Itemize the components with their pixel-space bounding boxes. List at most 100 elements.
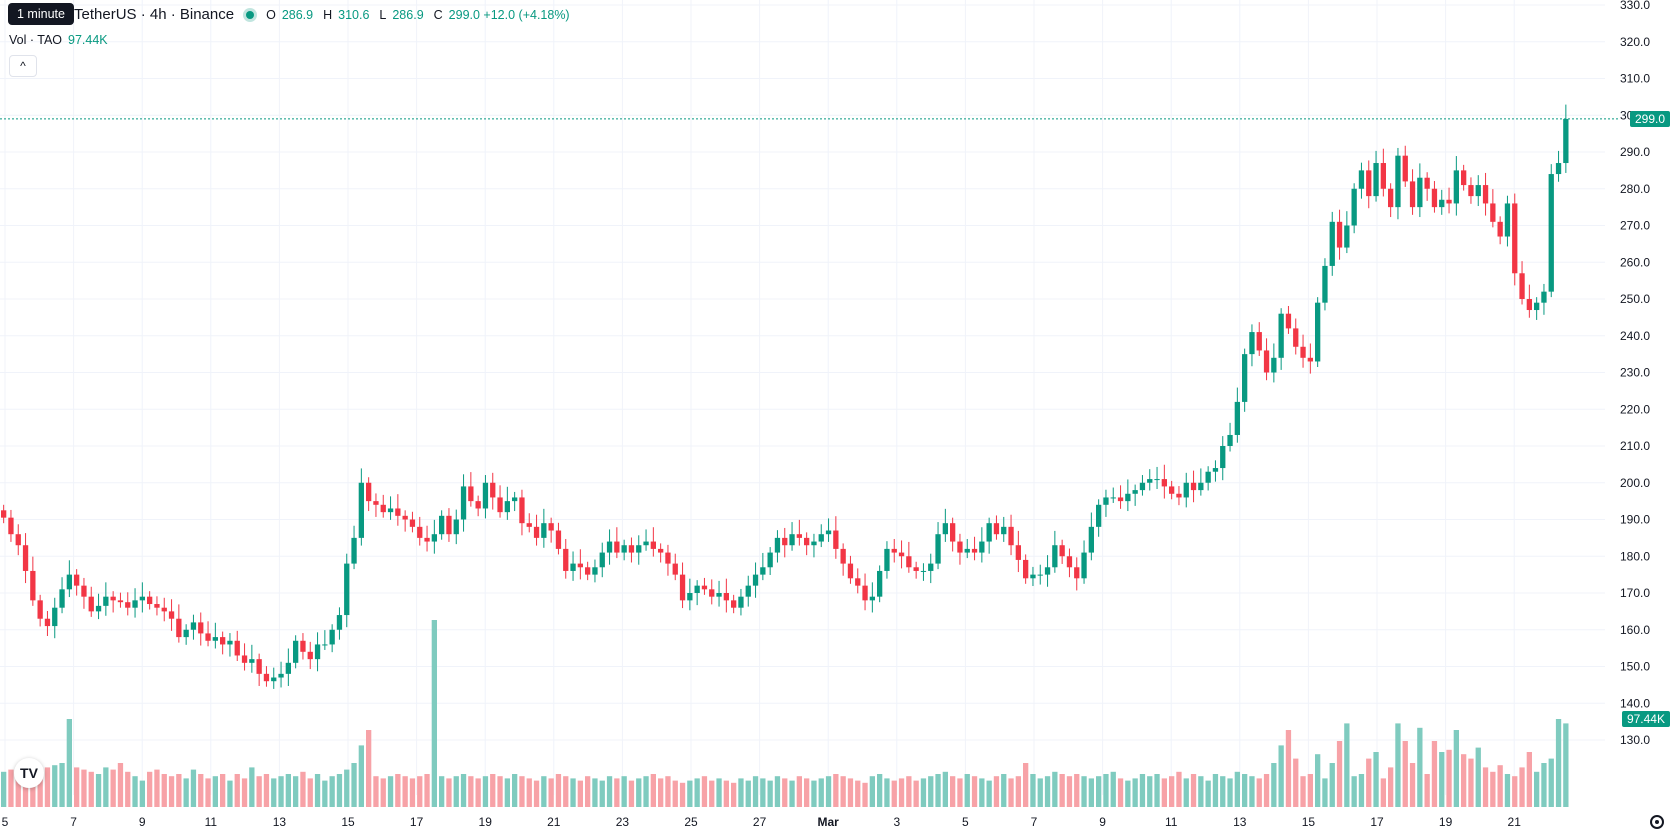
candle-body — [1380, 163, 1386, 189]
volume-legend[interactable]: Vol · TAO 97.44K — [9, 33, 108, 47]
candle-body — [234, 640, 240, 656]
volume-bar — [833, 774, 839, 807]
volume-bar — [1504, 774, 1511, 807]
volume-bar — [176, 774, 182, 807]
open-label: O — [266, 7, 276, 22]
volume-bar — [709, 780, 715, 807]
candle-body — [1563, 118, 1569, 164]
volume-bar — [738, 778, 744, 807]
volume-bar — [548, 778, 554, 807]
candle-body — [409, 519, 416, 527]
volume-bar — [1030, 774, 1036, 807]
y-tick-label: 330.0 — [1620, 0, 1650, 12]
candle-body — [453, 519, 459, 535]
volume-bar — [205, 778, 211, 807]
volume-bar — [1176, 771, 1182, 807]
candle-body — [154, 604, 160, 608]
settings-gear-icon[interactable] — [1650, 815, 1664, 829]
volume-bar — [1081, 776, 1087, 807]
candle-body — [336, 615, 343, 630]
volume-bar — [935, 774, 941, 807]
volume-bar — [1052, 771, 1058, 807]
candle-body — [979, 541, 985, 553]
volume-bar — [271, 778, 277, 807]
y-tick-label: 140.0 — [1620, 696, 1650, 710]
volume-bar — [212, 776, 218, 807]
volume-bar — [1285, 730, 1292, 807]
collapse-legend-button[interactable]: ^ — [9, 55, 37, 77]
y-tick-label: 260.0 — [1620, 255, 1650, 269]
volume-bar — [1315, 754, 1321, 807]
volume-bar — [293, 776, 299, 807]
x-tick-label: 17 — [410, 815, 424, 829]
volume-bar — [1088, 778, 1094, 807]
candle-body — [460, 486, 467, 520]
candle-body — [555, 530, 562, 549]
candle-body — [738, 596, 744, 608]
volume-bar — [811, 780, 817, 807]
y-tick-label: 180.0 — [1620, 549, 1650, 563]
candle-body — [387, 508, 394, 513]
symbol-name[interactable]: TetherUS · 4h · Binance — [74, 6, 235, 23]
candle-body — [110, 596, 116, 601]
volume-bar — [884, 778, 890, 807]
market-status-icon — [246, 10, 255, 19]
candle-body — [782, 537, 788, 546]
candle-body — [825, 530, 832, 535]
candle-body — [1190, 482, 1197, 491]
candle-body — [1351, 188, 1357, 226]
y-tick-label: 210.0 — [1620, 439, 1650, 453]
y-tick-label: 310.0 — [1620, 72, 1650, 86]
candle-body — [942, 523, 948, 535]
volume-bar — [1468, 758, 1474, 807]
candle-body — [1453, 170, 1459, 204]
volume-bar — [1300, 776, 1306, 807]
volume-bar — [665, 776, 671, 807]
volume-bar — [1212, 774, 1219, 807]
candle-body — [694, 585, 700, 593]
volume-bar — [614, 778, 620, 807]
candle-body — [417, 526, 423, 538]
volume-bar — [658, 778, 664, 807]
volume-bar — [59, 763, 65, 807]
volume-bar — [1482, 767, 1489, 807]
candle-body — [1446, 199, 1452, 204]
candle-body — [468, 486, 474, 502]
y-tick-label: 150.0 — [1620, 660, 1650, 674]
candle-body — [1358, 170, 1365, 189]
candle-body — [198, 622, 204, 634]
candle-body — [490, 482, 496, 498]
candle-body — [1147, 479, 1153, 483]
x-tick-label: 7 — [1031, 815, 1038, 829]
candle-body — [15, 534, 21, 546]
volume-bar — [482, 776, 489, 807]
candle-body — [760, 567, 766, 575]
candle-body — [1008, 526, 1014, 546]
candle-body — [351, 537, 357, 564]
volume-bar — [373, 776, 379, 807]
volume-bar — [1563, 723, 1569, 807]
candle-body — [862, 585, 868, 601]
volume-bar — [898, 778, 905, 807]
candle-body — [745, 585, 751, 597]
volume-bar — [1190, 774, 1197, 807]
candle-body — [161, 607, 167, 612]
tradingview-logo-icon[interactable]: TV — [14, 758, 44, 788]
volume-bar — [986, 780, 992, 807]
candle-body — [139, 596, 145, 601]
candle-body — [993, 523, 1000, 535]
volume-bar — [1424, 774, 1430, 807]
candle-body — [687, 593, 693, 601]
candle-body — [103, 596, 109, 606]
candle-body — [497, 497, 503, 513]
open-value: 286.9 — [281, 7, 314, 22]
volume-bar — [52, 765, 58, 807]
candle-body — [263, 673, 270, 682]
candle-body — [1227, 434, 1233, 446]
volume-bar — [1059, 774, 1065, 807]
volume-bar — [1066, 776, 1073, 807]
x-tick-label: 19 — [479, 815, 493, 829]
candle-body — [1431, 188, 1438, 208]
x-tick-label: 21 — [547, 815, 561, 829]
